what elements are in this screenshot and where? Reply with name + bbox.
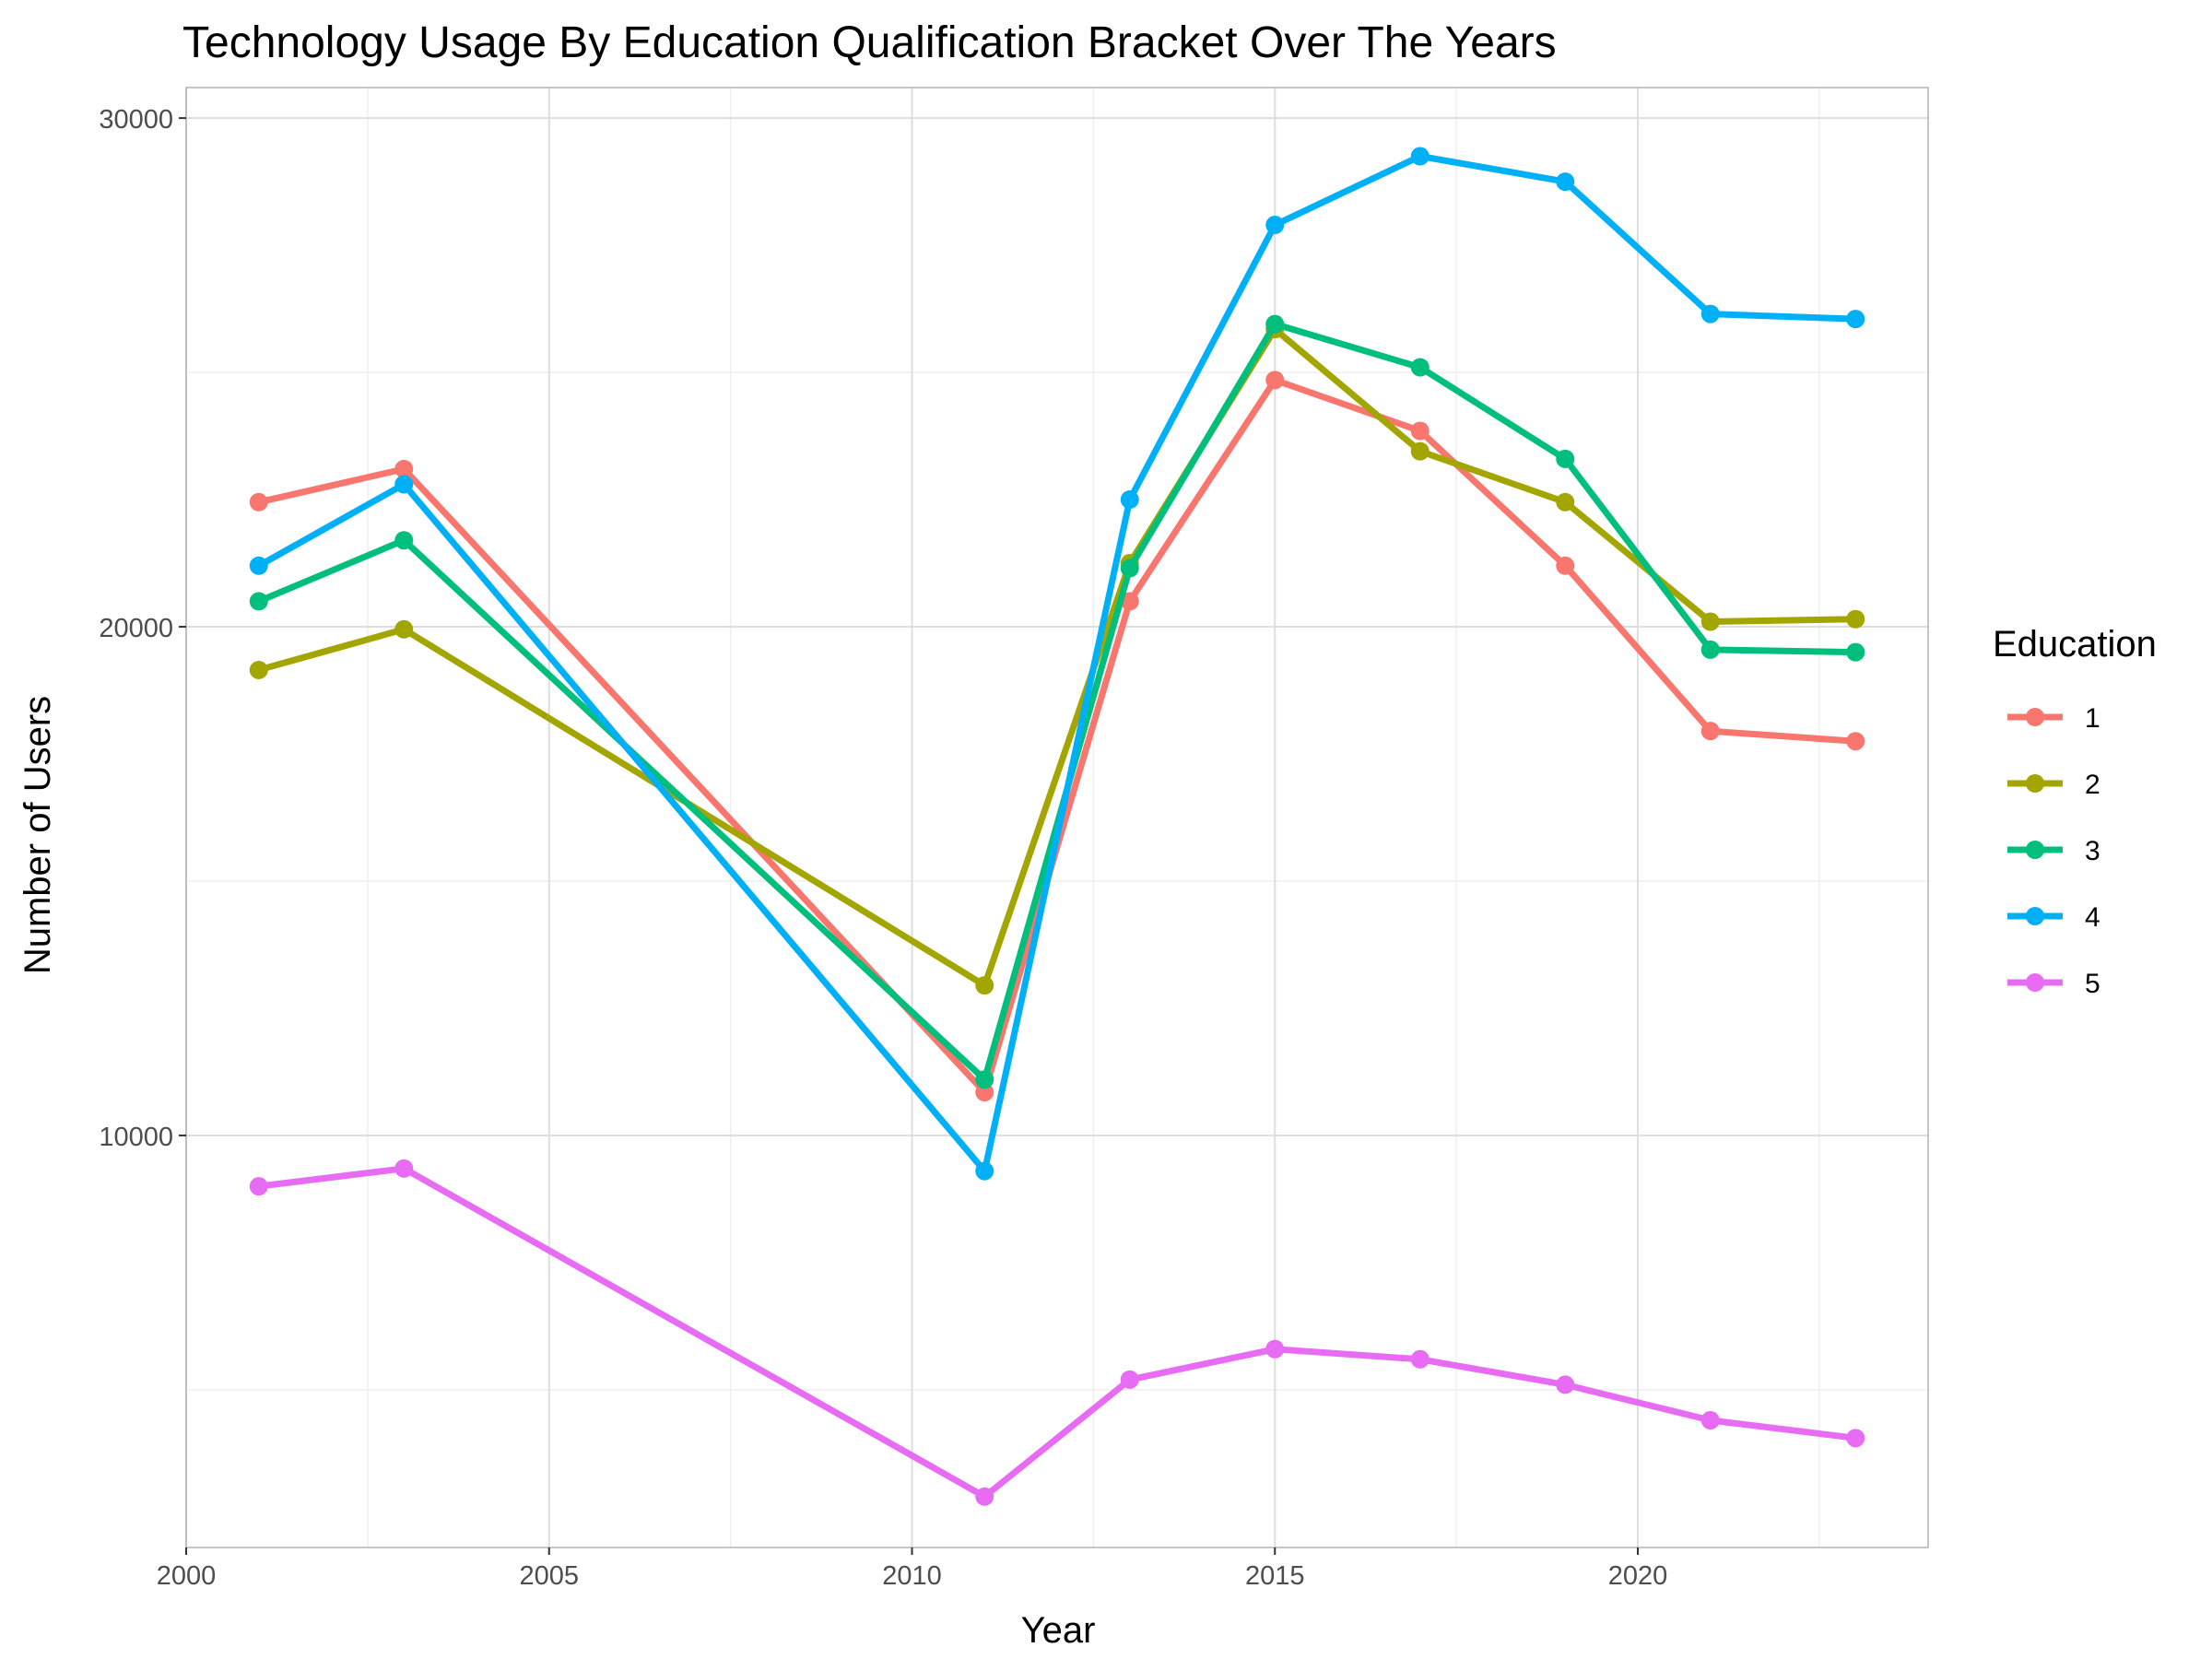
legend-key-point: [2026, 841, 2044, 859]
data-point: [1556, 172, 1575, 192]
data-point: [1410, 147, 1430, 166]
data-point: [249, 1177, 268, 1196]
data-point: [1556, 449, 1575, 468]
data-point: [1410, 1349, 1430, 1369]
data-point: [1120, 1370, 1139, 1389]
data-point: [975, 1487, 994, 1506]
y-tick-label: 20000: [99, 614, 173, 643]
legend-key-point: [2026, 973, 2044, 992]
legend-label: 1: [2085, 703, 2100, 734]
x-axis-label: Year: [1021, 1610, 1096, 1651]
data-point: [1265, 371, 1285, 390]
series-5: [249, 1159, 1865, 1506]
data-point: [1410, 358, 1430, 377]
legend-item-2: 2: [2007, 770, 2100, 800]
data-point: [1700, 1411, 1720, 1430]
data-point: [1700, 304, 1720, 324]
y-tick-label: 30000: [99, 105, 173, 135]
data-point: [1700, 640, 1720, 659]
x-tick-label: 2010: [882, 1561, 942, 1591]
data-point: [394, 475, 414, 494]
data-point: [394, 1159, 414, 1178]
x-axis: 2000 2005 2010 2015 2020: [157, 1547, 1668, 1591]
legend: Education 1 2 3 4 5: [1993, 624, 2157, 999]
data-point: [1846, 310, 1865, 329]
chart-title: Technology Usage By Education Qualificat…: [182, 18, 1557, 67]
data-point: [975, 1161, 994, 1181]
legend-items: 1 2 3 4 5: [2007, 703, 2100, 999]
series-layer: [249, 147, 1865, 1506]
data-point: [1265, 216, 1285, 235]
legend-label: 2: [2085, 770, 2100, 800]
data-point: [1265, 1339, 1285, 1359]
legend-label: 5: [2085, 969, 2100, 999]
legend-key-point: [2026, 774, 2044, 793]
data-point: [249, 592, 268, 611]
data-point: [975, 1070, 994, 1089]
legend-item-5: 5: [2007, 969, 2100, 999]
data-point: [1556, 1375, 1575, 1394]
x-tick-label: 2020: [1608, 1561, 1668, 1591]
legend-key-point: [2026, 907, 2044, 925]
series-1: [249, 371, 1865, 1102]
data-point: [975, 1083, 994, 1102]
data-point: [1410, 441, 1430, 461]
series-4: [249, 147, 1865, 1181]
series-3: [249, 314, 1865, 1089]
data-point: [1120, 490, 1139, 510]
data-point: [394, 531, 414, 550]
y-axis-label: Number of Users: [18, 696, 58, 974]
legend-label: 4: [2085, 902, 2100, 933]
data-point: [249, 556, 268, 575]
legend-label: 3: [2085, 836, 2100, 866]
data-point: [1265, 314, 1285, 334]
data-point: [1120, 559, 1139, 578]
legend-item-4: 4: [2007, 902, 2100, 933]
x-tick-label: 2005: [519, 1561, 579, 1591]
data-point: [394, 459, 414, 478]
data-point: [1846, 1429, 1865, 1448]
data-point: [1700, 612, 1720, 631]
data-point: [249, 492, 268, 512]
data-point: [394, 619, 414, 639]
data-point: [1700, 722, 1720, 741]
data-point: [1846, 642, 1865, 662]
plot-panel-border: [185, 87, 1929, 1548]
data-point: [1120, 592, 1139, 611]
legend-key-point: [2026, 708, 2044, 726]
data-point: [1556, 556, 1575, 575]
data-point: [975, 976, 994, 995]
x-tick-label: 2000: [157, 1561, 217, 1591]
x-tick-label: 2015: [1245, 1561, 1305, 1591]
legend-title: Education: [1993, 624, 2157, 665]
data-point: [1556, 492, 1575, 512]
data-point: [1846, 732, 1865, 751]
legend-item-1: 1: [2007, 703, 2100, 734]
y-tick-label: 10000: [99, 1123, 173, 1152]
data-point: [1846, 609, 1865, 629]
y-axis: 10000 20000 30000: [99, 105, 186, 1152]
legend-item-3: 3: [2007, 836, 2100, 866]
data-point: [1410, 421, 1430, 441]
data-point: [249, 660, 268, 679]
